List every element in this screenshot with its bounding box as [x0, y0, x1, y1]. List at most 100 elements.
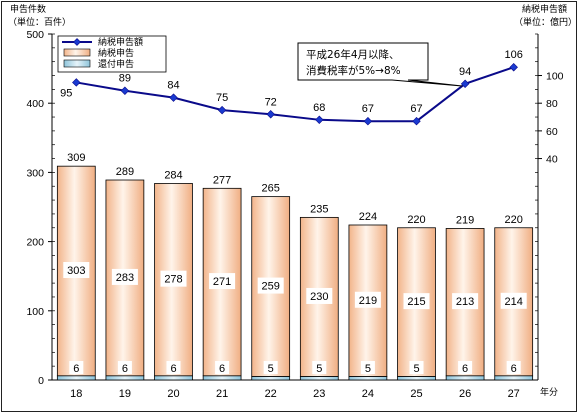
bar-refund-filing — [299, 376, 339, 381]
right-axis-unit: （単位：億円） — [514, 16, 577, 28]
bar-refund-filing-label: 5 — [316, 363, 322, 375]
bar-refund-filing-label: 6 — [462, 363, 468, 375]
x-tick-label: 27 — [508, 388, 520, 400]
line-point-marker — [509, 62, 518, 72]
x-tick-label: 18 — [70, 388, 82, 400]
bar-refund-filing-label: 6 — [511, 363, 517, 375]
callout: 平成26年4月以降、 消費税率が5%→8% — [297, 42, 463, 87]
x-tick-label: 19 — [119, 388, 131, 400]
legend-item-refund-filing: 還付申告 — [63, 58, 134, 70]
bar-tax-filing-label: 215 — [407, 296, 425, 308]
bar-refund-filing-label: 6 — [170, 363, 176, 375]
bar-total-label: 265 — [262, 183, 280, 195]
line-point-label: 68 — [313, 102, 325, 114]
line-point-marker — [72, 78, 81, 87]
legend-bar-swatch — [63, 48, 91, 57]
line-point-label: 84 — [167, 80, 179, 92]
line-point-marker — [266, 110, 275, 119]
x-axis-unit: 年分 — [540, 386, 558, 398]
bar-refund-filing-label: 5 — [413, 363, 419, 375]
bar-tax-filing-label: 213 — [456, 296, 474, 308]
bar-tax-filing-label: 303 — [67, 265, 85, 277]
bar-tax-filing-label: 278 — [164, 274, 182, 286]
left-tick-label: 400 — [26, 98, 44, 110]
x-tick-label: 22 — [265, 388, 277, 400]
line-point-marker — [412, 116, 421, 126]
bar-tax-filing-label: 230 — [310, 291, 328, 303]
right-tick-label: 60 — [546, 126, 558, 138]
bar-refund-filing-label: 5 — [268, 363, 274, 375]
bar-refund-filing — [494, 375, 534, 381]
bar-label-bg — [69, 361, 84, 374]
bar-total-label: 220 — [505, 214, 523, 226]
legend-diamond-marker — [73, 38, 81, 46]
left-tick-label: 100 — [26, 306, 44, 318]
line-point-label: 94 — [459, 66, 471, 78]
bar-refund-filing — [105, 375, 145, 381]
bar-label-bg — [452, 293, 479, 310]
left-axis-unit: （単位：百件） — [8, 16, 71, 28]
line-point-marker — [315, 115, 324, 125]
line-point-marker — [363, 116, 373, 126]
bar-label-bg — [458, 361, 473, 374]
right-tick-label: 80 — [546, 98, 558, 110]
bar-label-bg — [506, 361, 521, 374]
line-point-label: 95 — [60, 87, 72, 99]
callout-line-2: 消費税率が5%→8% — [306, 64, 401, 77]
bar-tax-filing-label: 283 — [116, 272, 134, 284]
bar-total-label: 224 — [359, 211, 377, 223]
line-point-label: 67 — [410, 103, 422, 115]
bar-total-label: 235 — [310, 203, 328, 215]
line-point-label: 89 — [119, 73, 131, 85]
right-tick-label: 100 — [546, 71, 564, 83]
bar-refund-filing-label: 6 — [219, 363, 225, 375]
bar-label-bg — [117, 361, 132, 374]
line-point-marker — [460, 79, 470, 89]
legend-item-tax-filing: 納税申告 — [63, 47, 134, 59]
bar-refund-filing-label: 6 — [122, 363, 128, 375]
left-axis-title: 申告件数 — [10, 3, 46, 15]
bar-label-bg — [166, 361, 181, 374]
bar-tax-filing-label: 219 — [359, 295, 377, 307]
bar-label-bg — [209, 273, 236, 290]
x-tick-label: 26 — [459, 388, 471, 400]
left-tick-label: 300 — [26, 167, 44, 179]
bar-label-bg — [500, 292, 527, 309]
legend-label: 納税申告額 — [98, 36, 143, 48]
bar-total-label: 220 — [407, 214, 425, 226]
bar-tax-filing-label: 271 — [213, 276, 231, 288]
left-axis-ticks: 0 100 200 300 400 500 — [26, 29, 55, 387]
bar-refund-filing — [56, 375, 96, 381]
bar-label-bg — [306, 287, 333, 304]
x-tick-label: 20 — [167, 388, 179, 400]
bar-label-bg — [312, 361, 327, 374]
bar-label-bg — [63, 262, 90, 279]
bar-label-bg — [403, 293, 430, 310]
bar-label-bg — [111, 268, 138, 285]
x-tick-label: 25 — [410, 388, 422, 400]
legend-label: 還付申告 — [98, 58, 134, 70]
bar-label-bg — [263, 361, 278, 374]
legend-label: 納税申告 — [98, 47, 134, 59]
legend: 納税申告額 納税申告 還付申告 — [57, 35, 167, 73]
line-point-marker — [217, 105, 227, 115]
line-point-marker — [169, 93, 178, 102]
bar-label-bg — [360, 361, 375, 374]
x-tick-label: 23 — [313, 388, 325, 400]
bar-total-label: 277 — [213, 174, 231, 186]
bar-total-label: 219 — [456, 214, 474, 226]
left-tick-label: 200 — [26, 237, 44, 249]
bar-label-bg — [257, 277, 284, 294]
bar-refund-filing — [397, 376, 436, 381]
line-series: 95 89 84 75 72 68 67 67 94 106 — [60, 49, 523, 126]
legend-bar-swatch — [63, 59, 91, 68]
callout-line-1: 平成26年4月以降、 — [306, 48, 400, 61]
bar-refund-filing — [202, 375, 242, 381]
bar-refund-filing — [154, 375, 193, 381]
left-tick-label: 500 — [26, 29, 44, 41]
bar-total-label: 284 — [164, 169, 182, 181]
left-tick-label: 0 — [38, 375, 44, 387]
bar-total-label: 289 — [116, 166, 134, 178]
line-point-label: 72 — [265, 96, 277, 108]
